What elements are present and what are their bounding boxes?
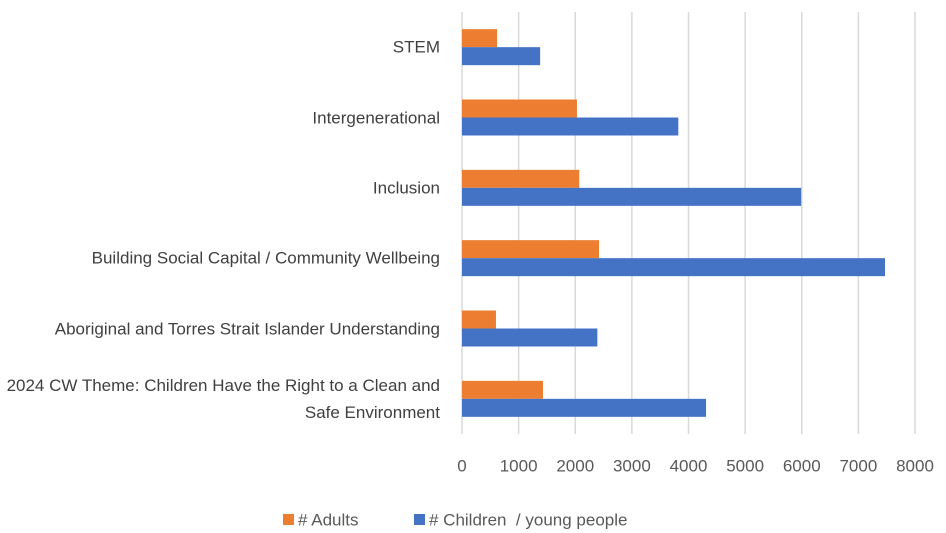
bar [462, 328, 598, 347]
x-tick-label: 3000 [613, 456, 651, 475]
legend-swatch [283, 514, 294, 525]
bar [462, 310, 496, 329]
bar [462, 47, 541, 66]
bar [462, 398, 707, 417]
category-label: Building Social Capital / Community Well… [91, 248, 440, 268]
category-label: Inclusion [372, 178, 440, 198]
bar [462, 169, 580, 188]
x-tick-label: 1000 [500, 456, 538, 475]
x-tick-label: 0 [457, 456, 466, 475]
bar [462, 99, 577, 118]
category-label: 2024 CW Theme: Children Have the Right t… [6, 375, 440, 422]
x-tick-label: 7000 [839, 456, 877, 475]
category-label: Intergenerational [312, 108, 440, 127]
bar [462, 258, 885, 277]
x-tick-label: 2000 [556, 456, 594, 475]
category-label: Aboriginal and Torres Strait Islander Un… [54, 319, 440, 338]
category-label: STEM [392, 37, 440, 57]
x-tick-label: 4000 [670, 456, 708, 475]
x-tick-label: 6000 [783, 456, 821, 475]
legend-label: # Children / young people [429, 510, 627, 529]
x-tick-label: 8000 [896, 456, 934, 475]
legend-label: # Adults [298, 510, 359, 529]
bar [462, 117, 679, 136]
legend-swatch [414, 514, 425, 525]
bar [462, 240, 600, 259]
bar [462, 29, 498, 48]
bar [462, 380, 543, 399]
x-tick-label: 5000 [726, 456, 764, 475]
bar [462, 187, 802, 206]
